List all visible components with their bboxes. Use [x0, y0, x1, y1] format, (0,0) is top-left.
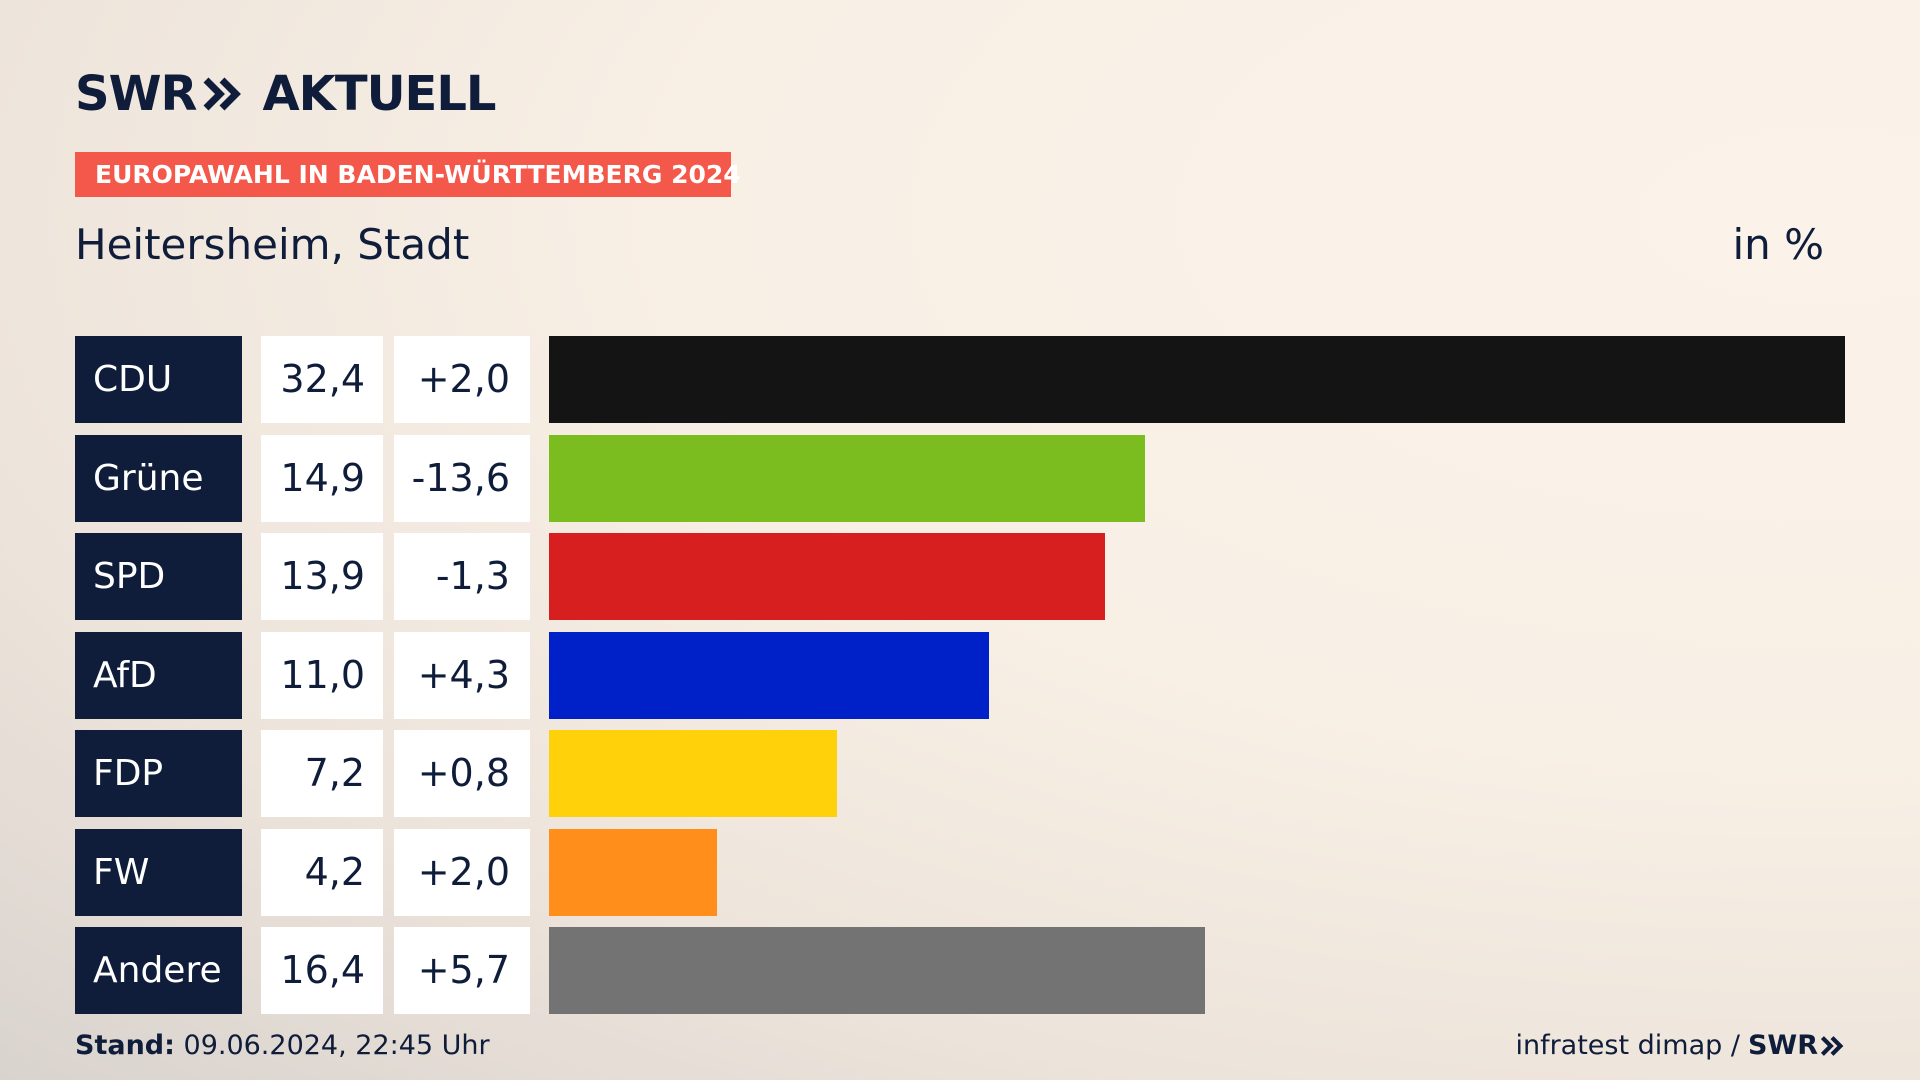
result-bar	[549, 927, 1205, 1014]
source-text: infratest dimap /	[1515, 1030, 1740, 1061]
party-label: AfD	[75, 631, 242, 719]
result-change: +5,7	[394, 927, 530, 1014]
result-row: FDP 7,2 +0,8	[75, 730, 1845, 817]
brand-left: SWR	[75, 66, 197, 122]
party-label: FW	[75, 828, 242, 916]
party-label: CDU	[75, 336, 242, 423]
timestamp: Stand: 09.06.2024, 22:45 Uhr	[75, 1030, 490, 1061]
result-row: Grüne 14,9 -13,6	[75, 434, 1845, 522]
source-brand-text: SWR	[1747, 1030, 1818, 1061]
result-value: 14,9	[261, 434, 383, 522]
result-bar	[549, 336, 1845, 423]
party-label: Andere	[75, 927, 242, 1014]
result-row: Andere 16,4 +5,7	[75, 927, 1845, 1014]
result-change: +2,0	[394, 828, 530, 916]
source-credit: infratest dimap / SWR	[1515, 1030, 1844, 1061]
result-value: 7,2	[261, 730, 383, 817]
brand-right: AKTUELL	[262, 66, 496, 122]
result-change: +4,3	[394, 631, 530, 719]
result-value: 4,2	[261, 828, 383, 916]
chart-subtitle: Heitersheim, Stadt	[75, 220, 470, 269]
election-banner: EUROPAWAHL IN BADEN-WÜRTTEMBERG 2024	[75, 152, 741, 197]
result-value: 16,4	[261, 927, 383, 1014]
result-change: +2,0	[394, 336, 530, 423]
stand-label: Stand:	[75, 1030, 175, 1061]
source-brand: SWR	[1748, 1030, 1844, 1061]
double-chevron-small-icon	[1820, 1035, 1844, 1056]
result-bar	[549, 828, 717, 916]
party-label: FDP	[75, 730, 242, 817]
party-label: Grüne	[75, 434, 242, 522]
unit-label: in %	[1732, 220, 1824, 269]
party-label: SPD	[75, 533, 242, 620]
result-bar	[549, 631, 989, 719]
result-value: 13,9	[261, 533, 383, 620]
result-bar	[549, 533, 1105, 620]
result-value: 11,0	[261, 631, 383, 719]
swr-aktuell-logo: SWR AKTUELL	[75, 64, 497, 124]
result-change: -1,3	[394, 533, 530, 620]
result-change: -13,6	[394, 434, 530, 522]
result-row: FW 4,2 +2,0	[75, 828, 1845, 916]
result-row: SPD 13,9 -1,3	[75, 533, 1845, 620]
result-bar	[549, 730, 837, 817]
result-value: 32,4	[261, 336, 383, 423]
stand-value: 09.06.2024, 22:45 Uhr	[183, 1030, 490, 1061]
result-row: CDU 32,4 +2,0	[75, 336, 1845, 423]
result-row: AfD 11,0 +4,3	[75, 631, 1845, 719]
result-bar	[549, 434, 1145, 522]
result-change: +0,8	[394, 730, 530, 817]
double-chevron-icon	[202, 76, 242, 112]
